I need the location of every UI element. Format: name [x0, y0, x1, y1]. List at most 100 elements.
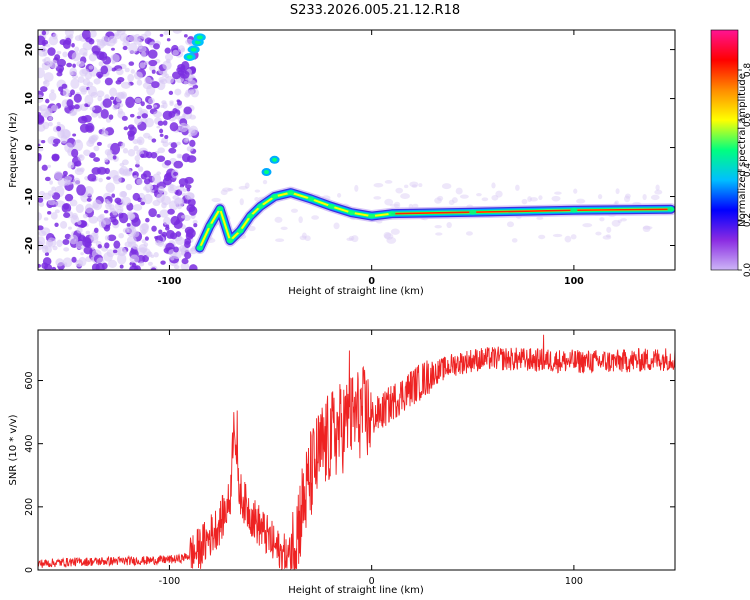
noise-blob [151, 173, 162, 184]
ridge-point [216, 206, 224, 212]
noise-blob [42, 121, 50, 130]
noise-blob [38, 35, 46, 46]
noise-blob [43, 79, 50, 88]
noise-blob [80, 252, 84, 256]
noise-blob [411, 184, 418, 188]
noise-blob [141, 239, 147, 244]
noise-blob [53, 138, 61, 145]
noise-blob [183, 81, 188, 85]
noise-blob [465, 231, 473, 236]
noise-blob [389, 203, 400, 207]
noise-blob [112, 175, 122, 185]
noise-blob [220, 189, 228, 196]
noise-blob [114, 197, 122, 204]
noise-blob [91, 263, 100, 270]
noise-blob [107, 259, 118, 269]
noise-blob [238, 185, 248, 190]
noise-blob [515, 184, 520, 191]
noise-blob [617, 219, 622, 223]
noise-blob [615, 188, 620, 195]
noise-blob [140, 101, 145, 107]
noise-blob [165, 224, 170, 229]
noise-blob [446, 221, 452, 229]
noise-blob [192, 84, 199, 89]
noise-blob [620, 218, 627, 222]
noise-blob [48, 116, 53, 121]
noise-blob [56, 50, 62, 55]
noise-blob [127, 133, 135, 141]
noise-blob [599, 217, 605, 222]
noise-blob [187, 79, 197, 87]
noise-blob [182, 153, 191, 163]
noise-blob [120, 93, 126, 98]
noise-blob [418, 183, 423, 188]
noise-blob [98, 177, 103, 183]
noise-blob [117, 108, 124, 115]
noise-blob [112, 155, 117, 160]
noise-blob [409, 181, 419, 188]
noise-blob [125, 96, 135, 108]
noise-blob [159, 209, 170, 218]
noise-blob [74, 167, 84, 176]
noise-blob [521, 198, 528, 205]
noise-blob [49, 59, 59, 69]
noise-blob [476, 192, 482, 197]
noise-blob [179, 70, 190, 79]
noise-blob [298, 216, 303, 224]
noise-blob [151, 69, 156, 74]
ridge-point [469, 209, 477, 215]
noise-blob [78, 256, 87, 267]
noise-blob [105, 182, 116, 193]
noise-blob [54, 209, 60, 214]
noise-blob [123, 126, 129, 131]
noise-blob [78, 154, 83, 159]
noise-blob [151, 138, 157, 143]
snr-y-ticks: 0 200 400 600 [24, 371, 675, 573]
frequency-ridge [193, 155, 675, 254]
noise-blob [146, 104, 153, 110]
noise-blob [133, 71, 143, 80]
noise-blob [147, 261, 153, 266]
noise-blob [254, 197, 259, 202]
noise-blob [150, 151, 158, 159]
noise-blob [82, 213, 88, 219]
noise-blob [68, 234, 79, 245]
noise-blob [106, 176, 111, 180]
noise-blob [38, 147, 44, 152]
noise-blob [153, 43, 160, 50]
noise-blob [170, 256, 175, 261]
noise-blob [144, 76, 152, 85]
noise-blob [84, 71, 93, 80]
noise-blob [108, 114, 114, 120]
noise-blob [435, 232, 443, 236]
noise-blob [393, 201, 401, 209]
noise-blob [62, 89, 71, 97]
hot-blob-core [190, 47, 197, 52]
noise-blob [527, 196, 532, 203]
noise-blob [139, 62, 146, 69]
spectrogram-frame [37, 29, 676, 271]
noise-blob [390, 228, 400, 235]
noise-blob [107, 203, 111, 207]
noise-blob [384, 232, 394, 240]
noise-blob [76, 60, 85, 67]
noise-blob [145, 151, 153, 159]
noise-blob [177, 63, 186, 71]
noise-blob [41, 30, 47, 36]
noise-blob [38, 225, 44, 231]
colorbar: 0.0 0.2 0.4 0.6 0.8 Normalized spectral ampl… [710, 29, 750, 277]
noise-blob [275, 238, 285, 243]
noise-blob [190, 247, 195, 252]
noise-blob [175, 236, 185, 246]
noise-blob [147, 49, 158, 59]
noise-blob [123, 35, 130, 44]
noise-blob [96, 141, 102, 146]
noise-blob [290, 208, 298, 213]
noise-blob [72, 133, 77, 137]
noise-blob [147, 135, 153, 140]
noise-blob [244, 182, 250, 189]
noise-blob [104, 148, 113, 156]
noise-blob [137, 46, 147, 53]
noise-blob [71, 43, 75, 48]
noise-blob [85, 122, 95, 133]
